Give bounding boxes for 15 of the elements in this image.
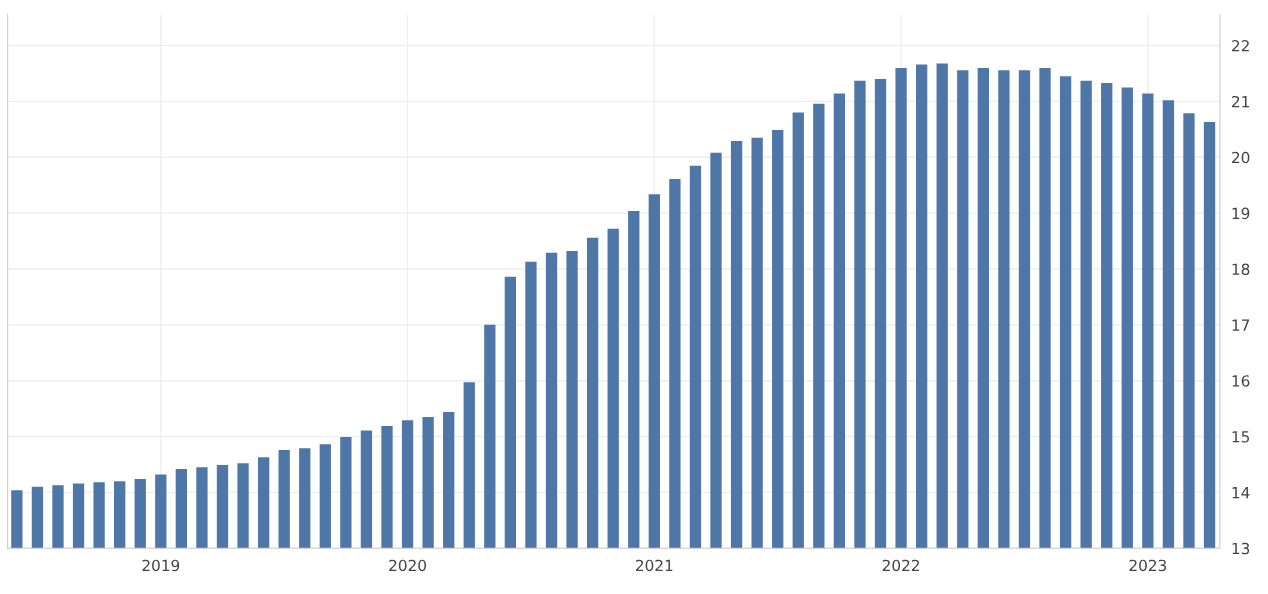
x-tick-label: 2022 [882,559,919,572]
x-tick-label: 2023 [1129,559,1167,572]
y-tick-label: 14 [1232,487,1250,499]
x-tick-label: 2019 [142,559,180,572]
y-tick-label: 16 [1232,375,1250,387]
y-tick-label: 20 [1232,151,1250,164]
y-tick-label: 21 [1232,95,1249,108]
y-tick-label: 22 [1232,40,1249,52]
y-tick-label: 13 [1232,542,1250,555]
y-tick-label: 15 [1232,431,1250,443]
y-tick-label: 19 [1232,207,1250,220]
x-tick-label: 2021 [636,559,673,572]
y-tick-label: 17 [1232,319,1250,331]
x-tick-label: 2020 [389,559,426,572]
y-tick-label: 18 [1232,263,1250,276]
